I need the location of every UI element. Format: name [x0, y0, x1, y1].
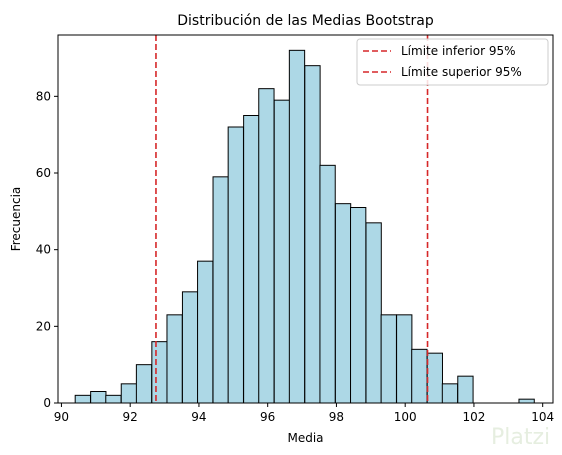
- y-axis-ticks: 0 20 40 60 80: [36, 89, 58, 410]
- histogram-bar: [243, 115, 260, 404]
- legend: Límite inferior 95% Límite superior 95%: [356, 38, 549, 86]
- histogram-bars: [74, 49, 535, 404]
- legend-entry-label: Límite inferior 95%: [401, 44, 516, 58]
- x-tick-label: 92: [123, 410, 138, 424]
- histogram-bar: [105, 394, 122, 404]
- y-tick-label: 40: [36, 243, 51, 257]
- x-tick-label: 104: [531, 410, 554, 424]
- x-axis-label: Media: [287, 431, 323, 445]
- x-axis-ticks: 90 92 94 96 98 100 102 104: [54, 403, 554, 424]
- y-tick-label: 20: [36, 319, 51, 333]
- histogram-bar: [120, 383, 138, 404]
- histogram-bar: [288, 49, 306, 404]
- histogram-bar: [181, 291, 199, 404]
- histogram-bar: [518, 398, 535, 404]
- histogram-bar: [90, 391, 107, 404]
- histogram-bar: [365, 222, 382, 404]
- histogram-bar: [426, 352, 443, 404]
- platzi-watermark: Platzi: [491, 425, 550, 450]
- histogram-bar: [380, 314, 397, 404]
- histogram-bar: [457, 375, 474, 404]
- histogram-bar: [319, 164, 336, 404]
- x-tick-label: 94: [191, 410, 206, 424]
- histogram-bar: [411, 348, 428, 404]
- histogram-bar: [304, 65, 321, 404]
- histogram-bar: [135, 364, 153, 404]
- chart-title: Distribución de las Medias Bootstrap: [177, 13, 434, 29]
- y-axis-label: Frecuencia: [9, 187, 23, 252]
- x-tick-label: 102: [462, 410, 485, 424]
- y-tick-label: 0: [43, 396, 51, 410]
- histogram-bar: [334, 203, 352, 404]
- x-tick-label: 100: [394, 410, 417, 424]
- histogram-bar: [212, 176, 229, 404]
- histogram-bar: [273, 99, 291, 404]
- histogram-bar: [151, 341, 168, 404]
- histogram-bar: [197, 260, 214, 404]
- histogram-bar: [258, 88, 275, 404]
- x-tick-label: 96: [260, 410, 275, 424]
- x-tick-label: 98: [329, 410, 344, 424]
- y-tick-label: 80: [36, 89, 51, 103]
- histogram-bar: [166, 314, 183, 404]
- histogram-bar: [396, 314, 413, 404]
- legend-box: [356, 38, 549, 86]
- histogram-bar: [227, 126, 244, 404]
- histogram-bar: [74, 394, 91, 404]
- legend-entry-label: Límite superior 95%: [401, 65, 522, 79]
- histogram-bar: [350, 207, 367, 404]
- confidence-lines: [155, 35, 429, 403]
- y-tick-label: 60: [36, 166, 51, 180]
- histogram-bar: [441, 383, 459, 404]
- plot-frame: [57, 34, 554, 404]
- x-tick-label: 90: [54, 410, 69, 424]
